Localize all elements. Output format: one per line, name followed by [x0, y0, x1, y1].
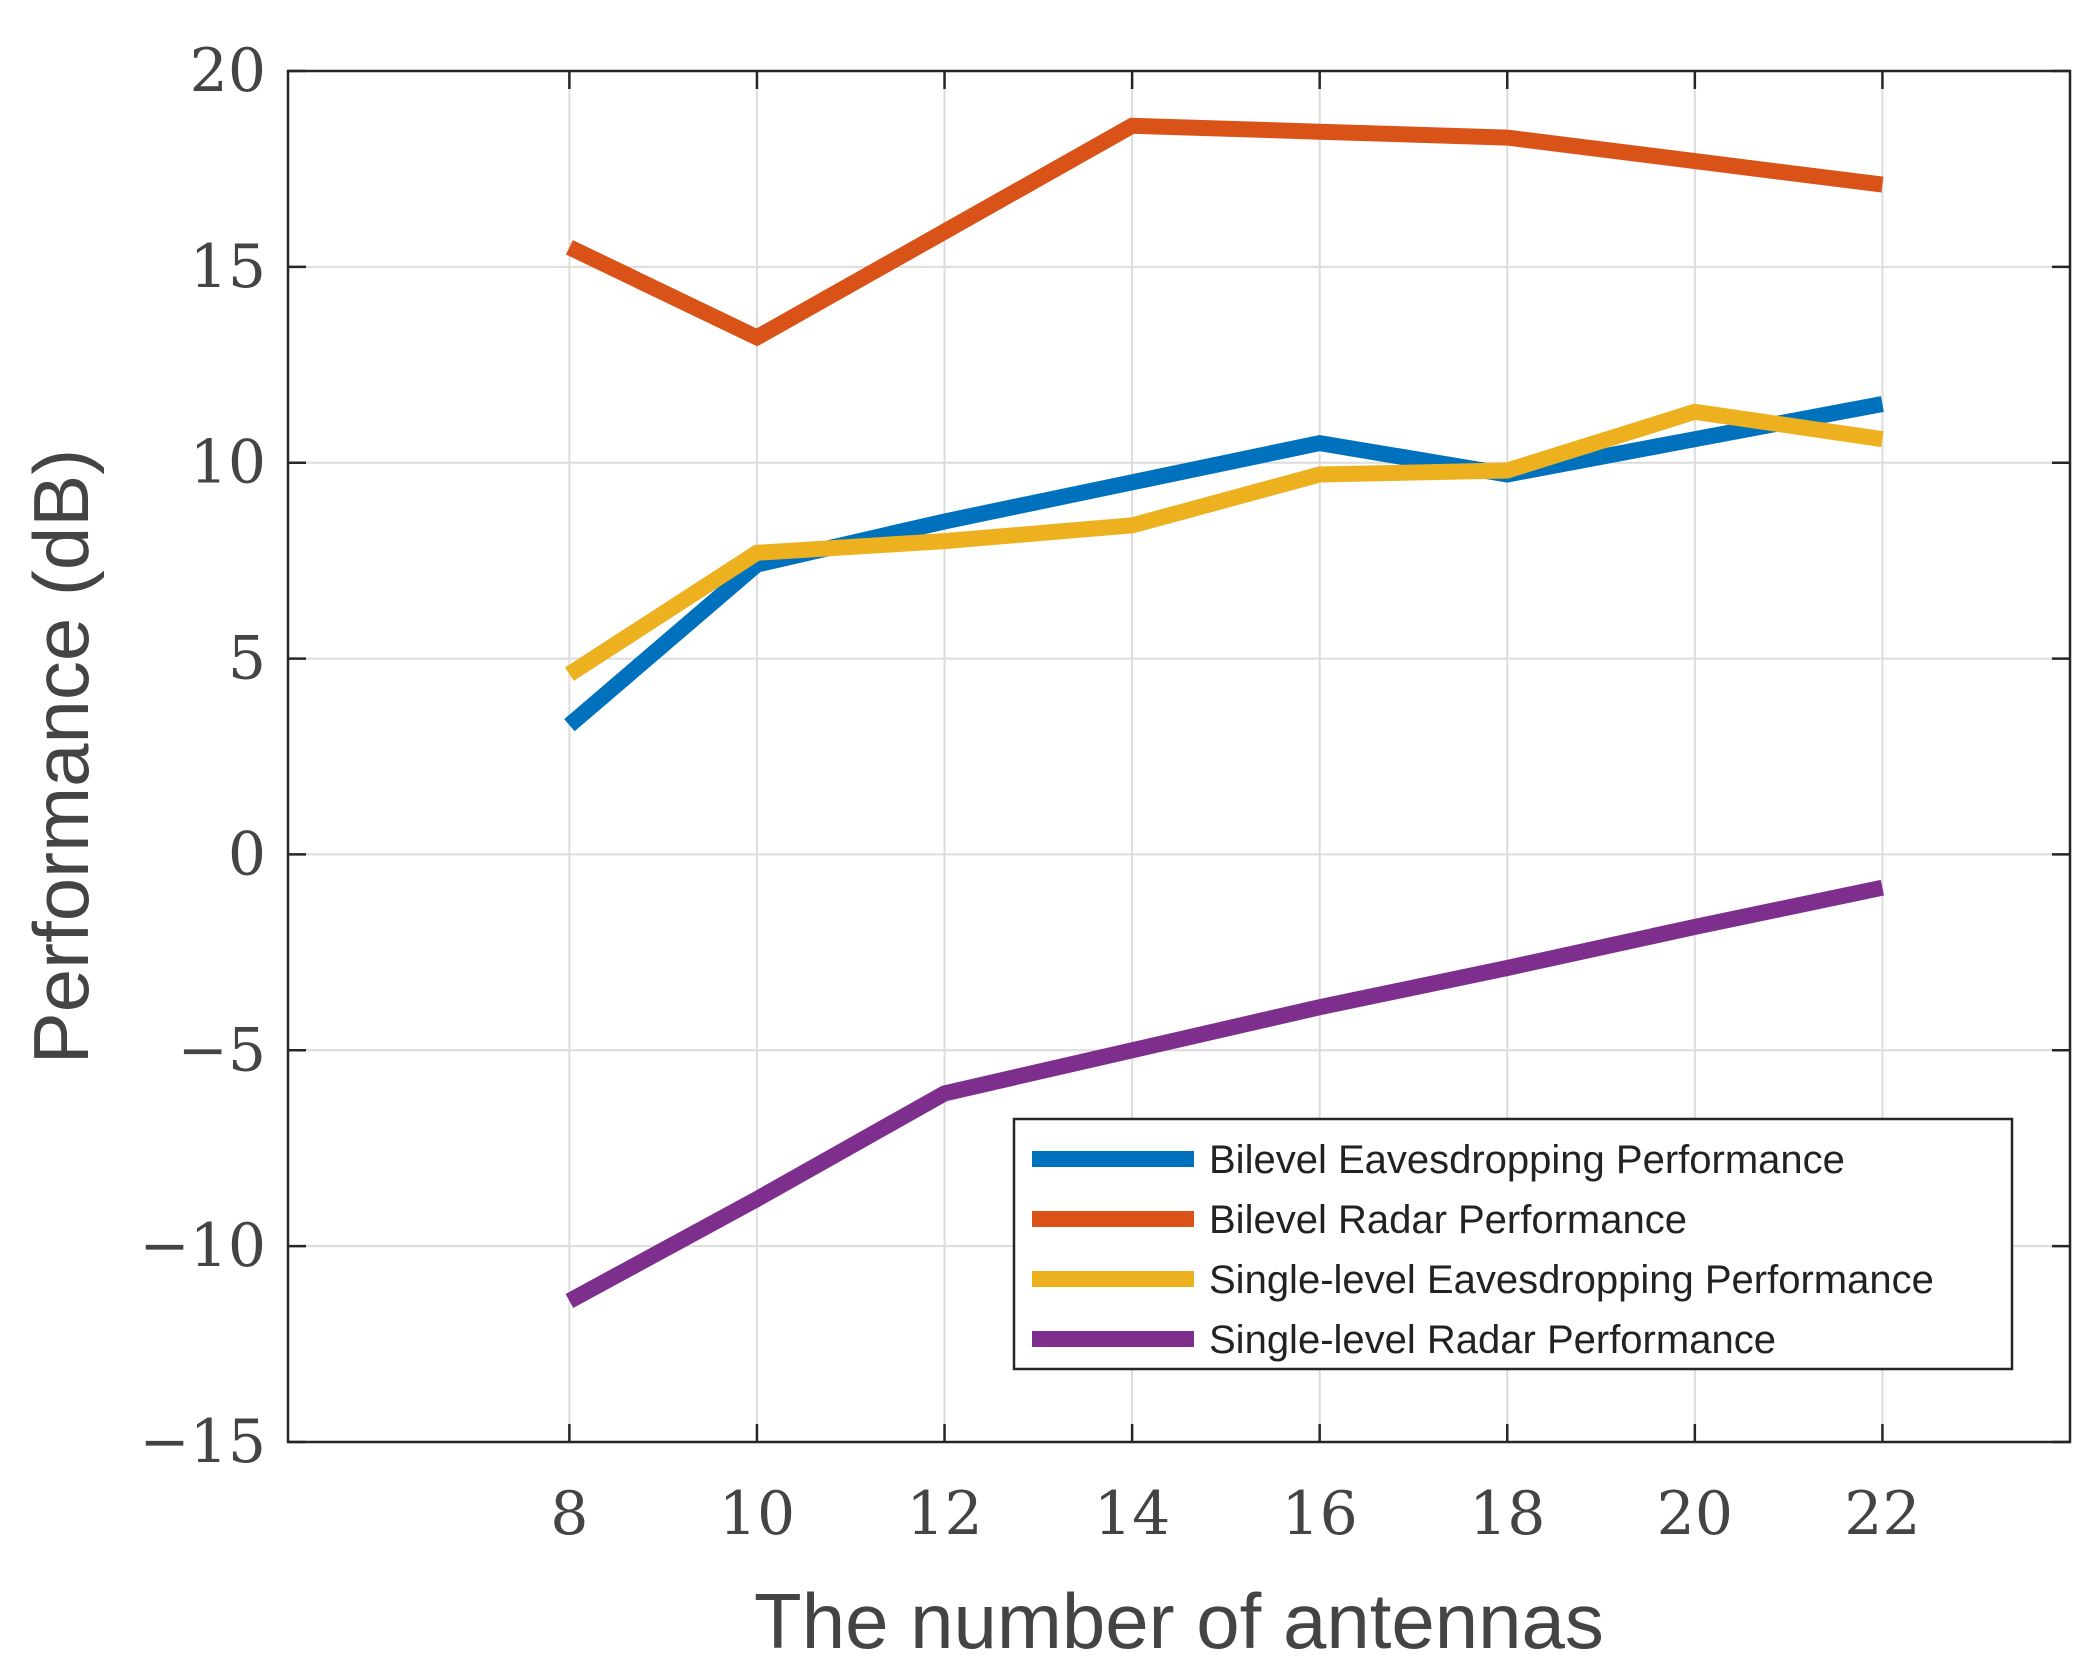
axes-box	[286, 69, 2072, 1444]
data-point	[1882, 887, 1883, 888]
y-tick-label: 5	[228, 624, 266, 694]
tick-labels: 8 10 12 14 16 18 20 22 20 15 10 5 0 −5 −10 −15	[139, 36, 1920, 1549]
y-tick-label: −15	[139, 1407, 266, 1477]
x-tick-label: 10	[719, 1479, 795, 1549]
series-line-4	[565, 879, 1885, 1309]
x-axis-title: The number of antennas	[754, 1577, 1604, 1665]
data-point	[1319, 443, 1320, 444]
data-point	[1319, 474, 1320, 475]
x-tick-label: 18	[1469, 1479, 1545, 1549]
y-axis-title: Performance (dB)	[17, 449, 105, 1065]
y-tick-label: 0	[228, 819, 266, 889]
data-point	[1882, 439, 1883, 440]
data-point	[1132, 1050, 1133, 1051]
data-point	[756, 1199, 757, 1200]
legend-label: Bilevel Eavesdropping Performance	[1209, 1138, 1845, 1182]
data-point	[1507, 137, 1508, 138]
ticks	[288, 69, 2070, 1444]
data-point	[944, 1093, 945, 1094]
data-point	[944, 521, 945, 522]
data-point	[569, 1300, 570, 1301]
y-tick-label: 20	[190, 36, 266, 106]
data-point	[1507, 470, 1508, 471]
data-point	[1694, 411, 1695, 412]
data-point	[1319, 1007, 1320, 1008]
data-point	[1132, 525, 1133, 526]
legend-label: Single-level Eavesdropping Performance	[1209, 1258, 1934, 1302]
data-point	[1507, 968, 1508, 969]
series-lines	[564, 117, 1885, 1309]
y-tick-label: −5	[178, 1015, 266, 1085]
data-point	[569, 725, 570, 726]
legend-label: Single-level Radar Performance	[1209, 1318, 1776, 1362]
x-tick-label: 14	[1094, 1479, 1170, 1549]
x-tick-label: 12	[906, 1479, 982, 1549]
data-point	[1319, 131, 1320, 132]
data-point	[1882, 184, 1883, 185]
data-point	[569, 247, 570, 248]
x-tick-label: 8	[550, 1479, 588, 1549]
data-point	[569, 674, 570, 675]
data-point	[756, 337, 757, 338]
y-tick-label: 15	[190, 232, 266, 302]
data-point	[1694, 439, 1695, 440]
data-point	[1882, 403, 1883, 404]
data-point	[756, 564, 757, 565]
data-point	[1132, 125, 1133, 126]
legend-label: Bilevel Radar Performance	[1209, 1198, 1687, 1242]
series-line-2	[565, 117, 1884, 347]
data-point	[944, 231, 945, 232]
x-tick-label: 16	[1282, 1479, 1358, 1549]
data-point	[1132, 482, 1133, 483]
data-point	[1694, 926, 1695, 927]
data-point	[944, 541, 945, 542]
series-line-3	[565, 403, 1884, 681]
x-tick-label: 20	[1657, 1479, 1733, 1549]
x-tick-label: 22	[1844, 1479, 1920, 1549]
y-tick-label: −10	[139, 1211, 266, 1281]
legend: Bilevel Eavesdropping Performance Bilevel…	[1012, 1117, 2014, 1371]
data-point	[756, 552, 757, 553]
y-tick-label: 10	[190, 428, 266, 498]
data-point	[1694, 161, 1695, 162]
